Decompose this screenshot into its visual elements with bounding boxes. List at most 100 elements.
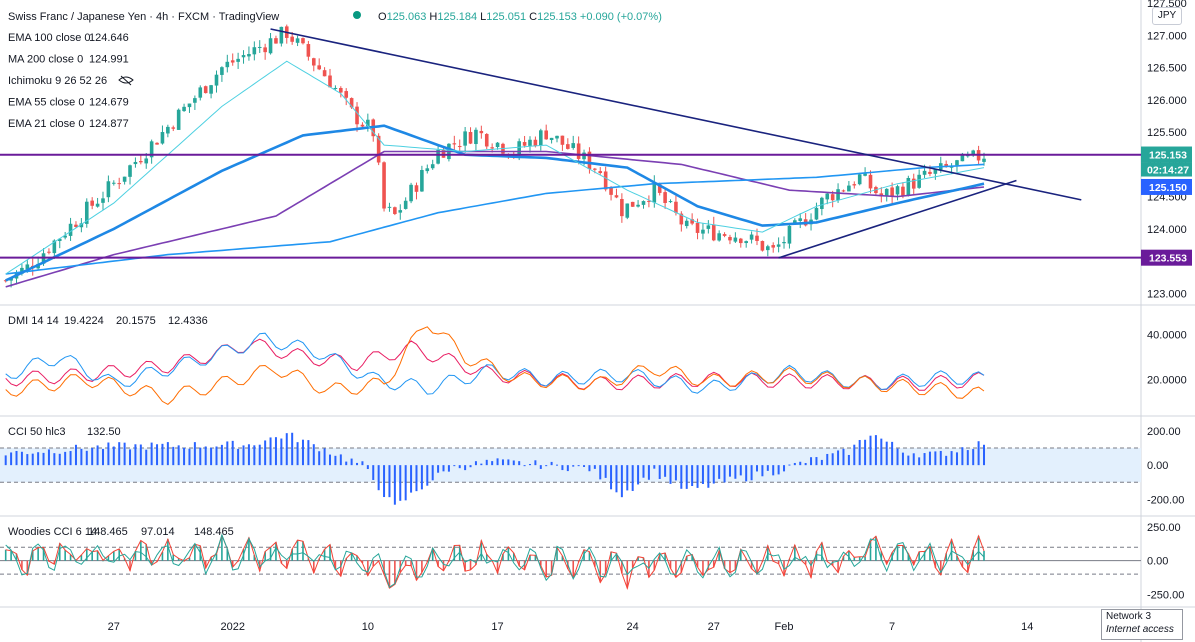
cci-bar xyxy=(53,453,56,466)
candle-body xyxy=(166,126,170,134)
candle-body xyxy=(74,224,78,227)
cci-bar xyxy=(37,452,40,466)
cci-bar xyxy=(772,465,775,476)
woodies-bar xyxy=(85,548,88,561)
support-tag: 123.553 xyxy=(1141,249,1192,266)
candle-body xyxy=(733,237,738,242)
woodies-bar xyxy=(512,552,515,561)
cci-bar xyxy=(566,465,569,472)
cci-bar xyxy=(972,449,975,466)
cci-bar xyxy=(183,447,186,466)
candle-body xyxy=(182,106,186,112)
woodies-bar xyxy=(680,560,683,573)
cci-bar xyxy=(399,465,402,501)
woodies-bar xyxy=(945,553,947,561)
cci-bar xyxy=(383,465,386,498)
cci-bar xyxy=(26,454,29,466)
woodies-bar xyxy=(129,560,131,571)
svg-text:123.553: 123.553 xyxy=(1149,253,1187,265)
woodies-bar xyxy=(523,560,526,570)
cci-bar xyxy=(410,465,413,493)
cci-bar xyxy=(501,459,504,466)
woodies-bar xyxy=(37,547,39,561)
live-dot-icon xyxy=(353,11,361,19)
cci-bar xyxy=(91,447,94,466)
woodies-bar xyxy=(621,560,623,574)
candle-body xyxy=(825,193,830,200)
cci-bar xyxy=(615,465,618,493)
currency-label: JPY xyxy=(1157,10,1177,21)
cci-bar xyxy=(231,440,234,466)
cci-bar xyxy=(955,452,958,466)
woodies-bar xyxy=(831,560,834,566)
indicator-value-1: 124.991 xyxy=(89,54,129,66)
cci-bar xyxy=(528,464,531,466)
candle-body xyxy=(198,87,203,98)
cci-bar xyxy=(437,465,440,473)
time-label: 17 xyxy=(491,621,503,633)
network-tooltip: Network 3 Internet access xyxy=(1101,609,1183,640)
currency-selector[interactable]: JPY xyxy=(1152,7,1182,25)
cci-bar xyxy=(4,455,7,466)
woodies-bar xyxy=(113,551,115,561)
woodies-bar xyxy=(134,551,137,561)
cci-bar xyxy=(718,465,721,479)
woodies-bar xyxy=(961,560,964,567)
cci-bar xyxy=(453,465,456,467)
cci-bar xyxy=(891,441,894,466)
price-tick: 124.000 xyxy=(1147,224,1187,236)
cci-bar xyxy=(766,465,769,471)
cci-bar xyxy=(723,465,726,483)
candle-body xyxy=(533,139,538,146)
cci-title: CCI 50 hlc3 xyxy=(8,426,65,438)
woodies-bar xyxy=(545,560,548,578)
woodies-bar xyxy=(669,560,672,569)
candle-body xyxy=(895,186,900,195)
candle-body xyxy=(566,144,570,149)
candle-body xyxy=(366,119,370,127)
cci-bar xyxy=(885,441,888,466)
cci-bar xyxy=(966,450,969,466)
candle-body xyxy=(122,176,127,182)
cci-tick: -200.00 xyxy=(1147,494,1184,506)
woodies-bar xyxy=(518,560,520,566)
candle-body xyxy=(474,129,478,145)
candle-body xyxy=(857,174,862,185)
woodies-bar xyxy=(864,556,866,561)
cci-bar xyxy=(712,465,715,484)
woodies-bar xyxy=(804,560,807,565)
cci-bar xyxy=(269,437,272,466)
candle-body xyxy=(149,141,154,158)
candle-body xyxy=(322,70,327,77)
cci-bar xyxy=(545,465,548,467)
cci-bar xyxy=(761,465,764,477)
candle-body xyxy=(982,158,986,162)
candle-body xyxy=(679,213,684,225)
candle-body xyxy=(47,251,51,253)
cci-bar xyxy=(31,453,34,466)
woodies-bar xyxy=(983,550,985,561)
dmi-tick: 40.0000 xyxy=(1147,329,1187,341)
woodies-bar xyxy=(918,551,920,561)
candle-body xyxy=(333,87,338,89)
cci-bar xyxy=(485,459,488,466)
woodies-bar xyxy=(718,550,720,561)
candle-body xyxy=(393,207,397,214)
woodies-bar xyxy=(26,560,29,576)
candle-body xyxy=(160,132,165,144)
series-ma-200 xyxy=(5,163,985,275)
cci-bar xyxy=(626,465,629,491)
candle-body xyxy=(68,223,73,236)
time-label: 14 xyxy=(1021,621,1033,633)
cci-bar xyxy=(264,440,267,466)
candle-body xyxy=(798,218,803,221)
candle-body xyxy=(252,47,257,55)
woodies-bar xyxy=(442,560,445,571)
woodies-bar xyxy=(637,556,639,561)
cci-bar xyxy=(296,442,299,466)
cci-bar xyxy=(415,465,418,492)
woodies-bar xyxy=(810,560,812,578)
woodies-bar xyxy=(10,550,12,561)
woodies-bar xyxy=(653,560,656,571)
